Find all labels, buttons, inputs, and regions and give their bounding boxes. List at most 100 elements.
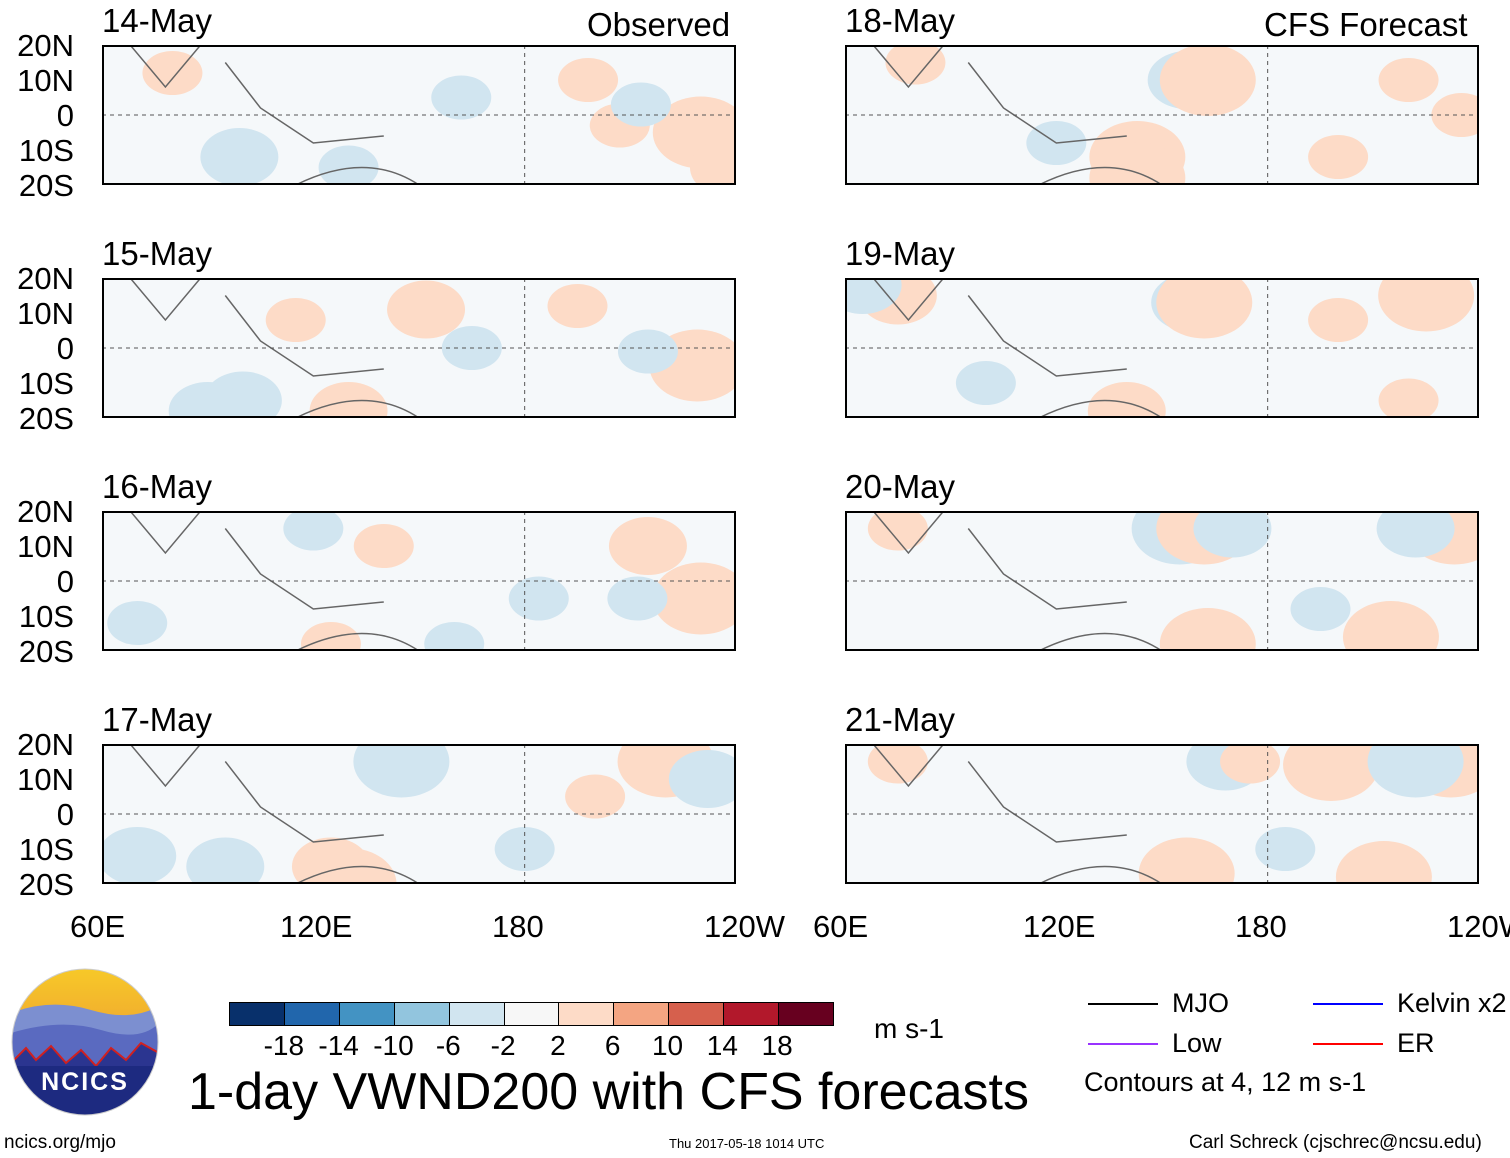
colorbar-swatch [230, 1003, 284, 1025]
legend-label: ER [1397, 1028, 1435, 1058]
anomaly-blob [300, 848, 397, 884]
anomaly-blob [1308, 135, 1369, 179]
legend-label: Low [1172, 1028, 1222, 1058]
anomaly-blob [353, 524, 414, 568]
coastline [872, 278, 1163, 418]
colorbar: -18 -14 -10 -6 -2 2 6 10 14 18 [229, 1002, 834, 1060]
anomaly-blob [102, 827, 177, 884]
panel-frame [102, 278, 736, 418]
map-panel [845, 278, 1479, 418]
anomaly-blob [1376, 511, 1455, 558]
map-panel [102, 45, 736, 185]
anomaly-blob [142, 51, 203, 95]
anomaly-blob [283, 511, 344, 551]
anomaly-blob [300, 622, 361, 651]
colorbar-tick: 18 [761, 1030, 793, 1061]
panel-date: 15-May [102, 235, 213, 272]
coastline [129, 744, 420, 884]
anomaly-blob [885, 45, 946, 85]
panel-date: 14-May [102, 2, 213, 39]
anomaly-blob [353, 744, 450, 798]
colorbar-tick: 10 [651, 1030, 684, 1061]
anomaly-blob [1378, 378, 1439, 418]
lat-label: 10N [17, 529, 74, 564]
panel-date: 17-May [102, 701, 213, 738]
colorbar-tick: -14 [318, 1030, 359, 1061]
anomaly-blob [955, 361, 1016, 405]
legend-line [1088, 1003, 1158, 1005]
anomaly-blob [1342, 601, 1439, 651]
colorbar-tick: 14 [706, 1030, 738, 1061]
lon-label: 120W [704, 909, 785, 944]
lat-label: 20S [18, 867, 74, 902]
anomaly-blob [547, 284, 608, 328]
colorbar-swatch [393, 1003, 449, 1025]
map-panel [102, 511, 736, 651]
lat-label: 10S [18, 366, 74, 401]
map-panel [102, 744, 736, 884]
coastline [129, 45, 420, 185]
anomaly-blob [867, 744, 928, 784]
panel-date: 16-May [102, 468, 213, 505]
colorbar-swatch [723, 1003, 779, 1025]
anomaly-blob [1138, 837, 1235, 884]
lon-label: 120E [280, 909, 353, 944]
contour-note: Contours at 4, 12 m s-1 [1084, 1067, 1367, 1097]
panel-date: 21-May [845, 701, 956, 738]
lat-label: 10N [17, 63, 74, 98]
panel-frame [102, 45, 736, 185]
anomaly-blob [107, 601, 168, 645]
ncics-logo: NCICS [11, 968, 159, 1116]
colorbar-swatch [448, 1003, 504, 1025]
anomaly-blob [1378, 278, 1475, 332]
anomaly-blob [309, 382, 388, 418]
coastline [872, 45, 1163, 185]
lat-label: 20S [18, 401, 74, 436]
anomaly-blob [265, 298, 326, 342]
lat-label: 20N [17, 494, 74, 529]
footer-credit: Carl Schreck (cjschrec@ncsu.edu) [1189, 1132, 1482, 1153]
anomaly-blob [1290, 587, 1351, 631]
colorbar-tick: -18 [263, 1030, 305, 1061]
anomaly-blob [508, 576, 569, 621]
lat-label: 10S [18, 133, 74, 168]
lat-label: 10S [18, 599, 74, 634]
lon-label: 120W [1447, 909, 1510, 944]
legend-line [1088, 1043, 1158, 1045]
coastline [872, 511, 1163, 651]
anomaly-blob [1193, 511, 1272, 558]
lat-label: 0 [56, 564, 74, 599]
forecast-header: CFS Forecast [1264, 6, 1468, 43]
anomaly-blob [387, 280, 466, 339]
anomaly-blob [867, 511, 928, 551]
anomaly-blob [1159, 45, 1256, 116]
lat-label: 20N [17, 727, 74, 762]
colorbar-swatch [613, 1003, 669, 1025]
anomaly-blob [1335, 841, 1432, 884]
colorbar-unit: m s-1 [874, 1013, 944, 1044]
lat-label: 20N [17, 28, 74, 63]
colorbar-tick: 2 [550, 1030, 566, 1061]
anomaly-blob [689, 138, 736, 185]
panel-frame [102, 744, 736, 884]
anomaly-blob [1159, 608, 1256, 651]
figure-title: 1-day VWND200 with CFS forecasts [188, 1063, 1029, 1121]
panel-frame [845, 744, 1479, 884]
map-panel [845, 744, 1479, 884]
coastline [129, 511, 420, 651]
logo-text: NCICS [41, 1068, 129, 1096]
anomaly-blob [608, 517, 687, 575]
anomaly-blob [607, 576, 668, 621]
panel-date: 19-May [845, 235, 956, 272]
colorbar-swatch [283, 1003, 339, 1025]
lat-label: 10N [17, 762, 74, 797]
lat-label: 20S [18, 168, 74, 203]
panel-frame [845, 278, 1479, 418]
colorbar-tick: -10 [373, 1030, 414, 1061]
colorbar-swatch [338, 1003, 394, 1025]
map-panel [102, 278, 736, 418]
colorbar-swatch [668, 1003, 724, 1025]
legend-label: Kelvin x2 [1397, 988, 1507, 1018]
anomaly-blob [318, 145, 379, 185]
